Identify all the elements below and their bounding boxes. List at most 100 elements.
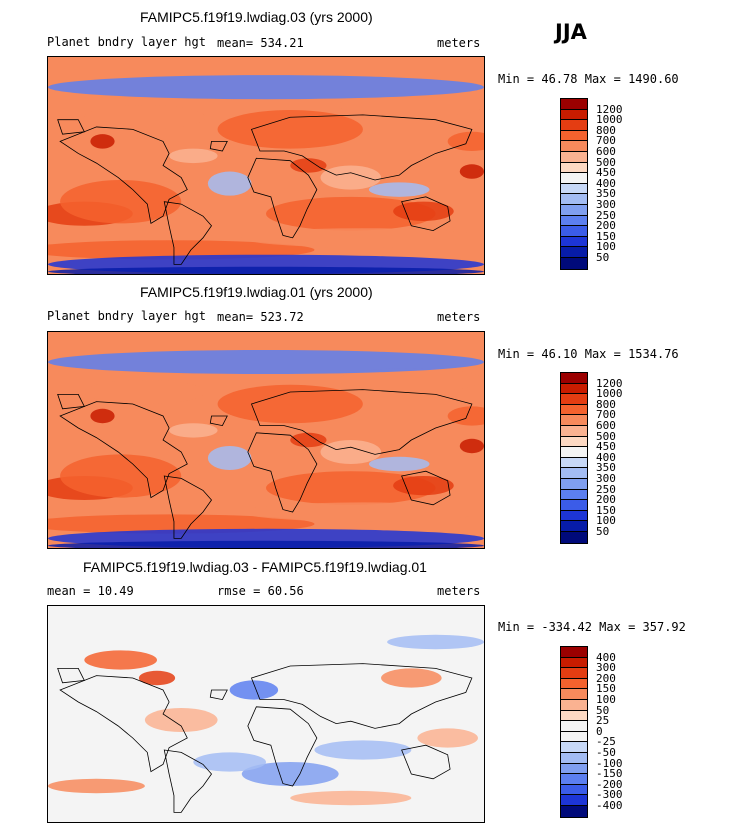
field-patch bbox=[290, 432, 327, 448]
colorbar-tick-label: -200 bbox=[596, 777, 623, 791]
panel1-colorbar bbox=[560, 98, 588, 270]
colorbar-swatch bbox=[561, 141, 587, 152]
colorbar-swatch bbox=[561, 162, 587, 174]
panel1-title: FAMIPC5.f19f19.lwdiag.03 (yrs 2000) bbox=[140, 9, 373, 25]
panel1-max-label: Max = bbox=[584, 72, 621, 86]
panel3-mean-value: 10.49 bbox=[97, 584, 134, 598]
colorbar-tick-label: 500 bbox=[596, 429, 616, 443]
colorbar-tick-label: 150 bbox=[596, 229, 616, 243]
season-label: JJA bbox=[555, 20, 587, 44]
colorbar-tick-label: 100 bbox=[596, 693, 616, 706]
colorbar-swatch bbox=[561, 109, 587, 121]
coastline bbox=[248, 433, 317, 512]
colorbar-tick-label: 100 bbox=[596, 240, 616, 254]
panel3-min-label: Min = bbox=[498, 620, 535, 634]
panel1-variable: Planet bndry layer hgt bbox=[47, 35, 206, 49]
colorbar-tick-label: 100 bbox=[596, 514, 616, 528]
colorbar-tick-label: -100 bbox=[596, 756, 623, 770]
field-patch bbox=[241, 762, 339, 786]
colorbar-tick-label: 600 bbox=[596, 145, 616, 158]
colorbar-swatch bbox=[561, 383, 587, 395]
panel2-min-value: 46.10 bbox=[541, 347, 578, 361]
field-patch bbox=[393, 476, 454, 496]
field-patch bbox=[217, 384, 363, 424]
field-patch bbox=[393, 201, 454, 221]
colorbar-swatch bbox=[561, 415, 587, 426]
coastline bbox=[402, 745, 450, 779]
field-patch bbox=[84, 380, 206, 404]
field-patch bbox=[48, 514, 315, 534]
coastline bbox=[210, 416, 227, 426]
colorbar-swatch bbox=[561, 805, 587, 817]
coastline bbox=[164, 476, 211, 538]
colorbar-tick-label: 1200 bbox=[596, 376, 623, 390]
panel2-max-value: 1534.76 bbox=[628, 347, 679, 361]
panel3-units: meters bbox=[437, 584, 481, 598]
panel2-title: FAMIPC5.f19f19.lwdiag.01 (yrs 2000) bbox=[140, 284, 373, 300]
coastline bbox=[60, 676, 187, 772]
colorbar-swatch bbox=[561, 742, 587, 753]
colorbar-tick-label: 350 bbox=[596, 461, 616, 475]
field-patch bbox=[169, 423, 218, 438]
field-patch bbox=[320, 165, 382, 190]
field-patch bbox=[290, 158, 327, 173]
field-patch bbox=[48, 240, 315, 260]
colorbar-swatch bbox=[561, 678, 587, 690]
colorbar-tick-label: 1000 bbox=[596, 387, 623, 401]
colorbar-swatch bbox=[561, 731, 587, 743]
colorbar-tick-label: 200 bbox=[596, 219, 616, 233]
map-field bbox=[48, 332, 484, 548]
colorbar-swatch bbox=[561, 710, 587, 722]
colorbar-tick-label: 50 bbox=[596, 525, 610, 538]
colorbar-swatch bbox=[561, 151, 587, 163]
coastline bbox=[402, 471, 450, 505]
colorbar-tick-label: -50 bbox=[596, 746, 616, 759]
colorbar-tick-label: -400 bbox=[596, 799, 623, 812]
colorbar-tick-label: -150 bbox=[596, 767, 623, 781]
colorbar-tick-label: 1200 bbox=[596, 102, 623, 116]
colorbar-swatch bbox=[561, 257, 587, 269]
colorbar-tick-label: 200 bbox=[596, 493, 616, 507]
field-patch bbox=[60, 454, 182, 498]
colorbar-swatch bbox=[561, 457, 587, 469]
field-patch bbox=[447, 406, 484, 426]
map-field bbox=[48, 606, 484, 822]
field-patch bbox=[84, 105, 206, 130]
coastline bbox=[251, 390, 471, 455]
field-patch bbox=[290, 790, 412, 806]
field-patch bbox=[368, 456, 430, 472]
panel3-minmax: Min = -334.42 Max = 357.92 bbox=[498, 620, 686, 634]
colorbar-swatch bbox=[561, 521, 587, 532]
colorbar-tick-label: 450 bbox=[596, 440, 616, 454]
colorbar-tick-label: 600 bbox=[596, 419, 616, 432]
coastline bbox=[58, 668, 85, 682]
colorbar-swatch bbox=[561, 500, 587, 511]
field-patch bbox=[447, 131, 484, 152]
colorbar-swatch bbox=[561, 721, 587, 732]
colorbar-tick-label: 50 bbox=[596, 703, 610, 717]
colorbar-swatch bbox=[561, 226, 587, 237]
colorbar-tick-label: 1000 bbox=[596, 113, 623, 127]
field-patch bbox=[338, 93, 484, 118]
field-patch bbox=[169, 148, 218, 164]
field-patch bbox=[48, 540, 484, 548]
field-patch bbox=[368, 182, 430, 197]
panel2-mean-value: 523.72 bbox=[260, 310, 304, 324]
colorbar-tick-label: 250 bbox=[596, 482, 616, 496]
field-patch bbox=[193, 752, 266, 772]
colorbar-tick-label: 200 bbox=[596, 671, 616, 685]
panel3-mean: mean = 10.49 bbox=[47, 584, 134, 598]
field-patch bbox=[48, 266, 484, 274]
panel2-colorbar bbox=[560, 372, 588, 544]
panel3-title: FAMIPC5.f19f19.lwdiag.03 - FAMIPC5.f19f1… bbox=[83, 559, 427, 575]
panel1-map bbox=[47, 56, 485, 275]
colorbar-swatch bbox=[561, 247, 587, 258]
coastline bbox=[58, 120, 85, 134]
panel2-variable: Planet bndry layer hgt bbox=[47, 309, 206, 323]
colorbar-tick-label: -25 bbox=[596, 735, 616, 749]
colorbar-tick-label: 25 bbox=[596, 714, 610, 728]
colorbar-tick-label: 400 bbox=[596, 176, 616, 190]
panel2-map bbox=[47, 331, 485, 549]
field-patch bbox=[48, 778, 145, 794]
